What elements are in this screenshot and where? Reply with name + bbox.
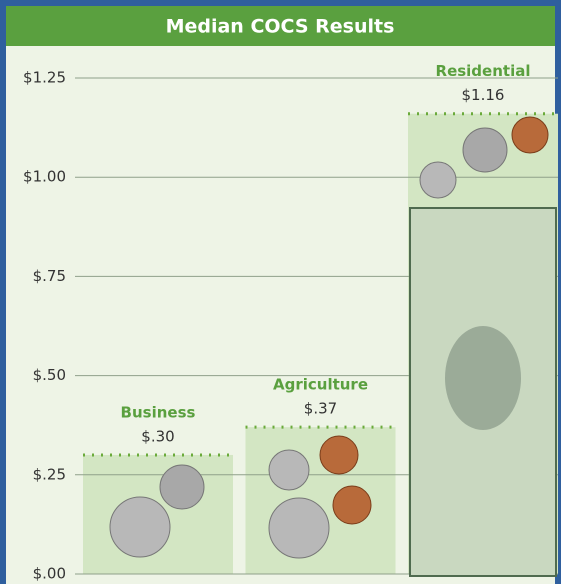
portrait: [445, 326, 521, 430]
y-tick-label: $1.00: [23, 168, 66, 186]
category-label: Agriculture: [273, 376, 368, 394]
y-tick-label: $.25: [33, 465, 66, 483]
decoration: [109, 116, 557, 577]
value-label: $1.16: [462, 86, 505, 104]
coin: [332, 485, 372, 525]
coin: [462, 127, 508, 173]
y-tick-label: $.75: [33, 267, 66, 285]
coin: [511, 116, 549, 154]
y-tick-label: $1.25: [23, 69, 66, 87]
value-label: $.37: [304, 400, 337, 418]
coin: [268, 497, 330, 559]
coin: [319, 435, 359, 475]
category-label: Business: [121, 403, 196, 421]
y-tick-label: $.00: [33, 565, 66, 583]
y-tick-label: $.50: [33, 366, 66, 384]
coin: [159, 464, 205, 510]
coin: [268, 449, 310, 491]
coin: [109, 496, 171, 558]
coin: [419, 161, 457, 199]
category-label: Residential: [436, 62, 531, 80]
chart-title: Median COCS Results: [166, 16, 395, 38]
title-bar: [6, 6, 555, 46]
value-label: $.30: [141, 427, 174, 445]
